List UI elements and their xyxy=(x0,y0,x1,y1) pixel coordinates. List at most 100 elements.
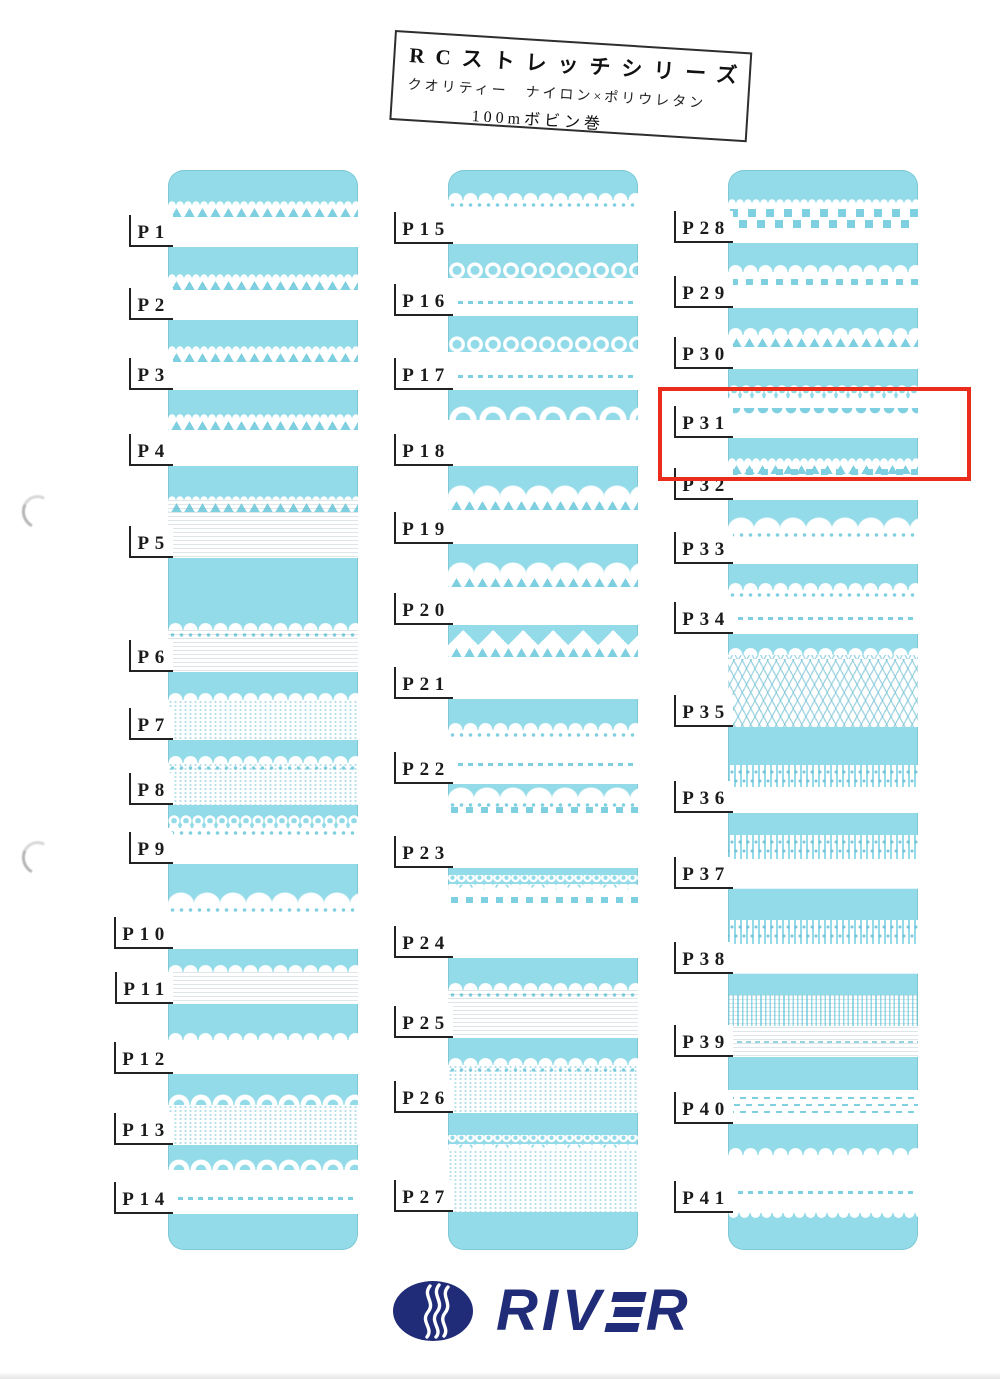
sample-label-text: P23 xyxy=(402,843,450,865)
sample-label-p6: P6 xyxy=(129,640,173,672)
header-box: RCストレッチシリーズ クオリティー ナイロン×ポリウレタン 100mボビン巻 xyxy=(389,30,753,143)
lace-fill-pattern xyxy=(168,418,358,466)
sample-label-p26: P26 xyxy=(394,1081,453,1113)
sample-label-p13: P13 xyxy=(114,1113,173,1145)
sample-label-p5: P5 xyxy=(129,526,173,558)
sample-label-text: P28 xyxy=(682,218,730,240)
sample-label-text: P7 xyxy=(137,715,170,737)
lace-sample-p36 xyxy=(728,765,918,813)
lace-fill-pattern xyxy=(448,800,638,868)
sample-label-p38: P38 xyxy=(674,942,733,974)
lace-sample-p10 xyxy=(168,891,358,949)
sample-label-p30: P30 xyxy=(674,337,733,369)
sample-label-p34: P34 xyxy=(674,602,733,634)
sample-label-p29: P29 xyxy=(674,276,733,308)
sample-label-text: P38 xyxy=(682,949,730,971)
sample-panel-1: P1 P2 P3 P4 P5 P6 P7 P8 P9 P10 P11 P12 P13 P14 xyxy=(114,170,358,1250)
lace-sample-p25 xyxy=(448,980,638,1038)
lace-fill-pattern xyxy=(448,890,638,958)
sample-label-text: P31 xyxy=(682,413,730,435)
sample-label-text: P8 xyxy=(137,780,170,802)
lace-sample-p9 xyxy=(168,815,358,864)
lace-fill-pattern xyxy=(728,1155,918,1213)
lace-sample-p15 xyxy=(448,190,638,244)
lace-sample-p5 xyxy=(168,494,358,558)
sample-label-p11: P11 xyxy=(115,972,173,1004)
lace-fill-pattern xyxy=(448,990,638,1038)
lace-sample-p40 xyxy=(728,1090,918,1124)
lace-fill-pattern xyxy=(448,730,638,784)
sample-label-text: P3 xyxy=(137,365,170,387)
lace-sample-p23 xyxy=(448,786,638,868)
sample-label-p25: P25 xyxy=(394,1006,453,1038)
lace-sample-p41 xyxy=(728,1145,918,1221)
sample-label-p31: P31 xyxy=(674,406,733,438)
sample-label-p37: P37 xyxy=(674,857,733,889)
lace-sample-p22 xyxy=(448,720,638,784)
sample-label-text: P34 xyxy=(682,609,730,631)
lace-sample-p33 xyxy=(728,516,918,564)
lace-fill-pattern xyxy=(168,350,358,390)
sample-label-p14: P14 xyxy=(114,1182,173,1214)
lace-fill-pattern xyxy=(168,700,358,740)
lace-fill-pattern xyxy=(168,763,358,805)
lace-sample-p35 xyxy=(728,645,918,727)
sample-label-p7: P7 xyxy=(129,708,173,740)
sample-label-text: P27 xyxy=(402,1187,450,1209)
lace-sample-p21 xyxy=(448,630,638,699)
lace-fill-pattern xyxy=(168,1105,358,1145)
river-logo-text: R I V E R xyxy=(496,1282,692,1340)
sample-label-p21: P21 xyxy=(394,667,453,699)
lace-fill-pattern xyxy=(448,1150,638,1212)
sample-label-p19: P19 xyxy=(394,512,453,544)
sample-label-text: P33 xyxy=(682,539,730,561)
river-logo-mark-icon xyxy=(393,1281,473,1341)
sample-label-p27: P27 xyxy=(394,1180,453,1212)
sample-label-text: P19 xyxy=(402,519,450,541)
lace-sample-p18 xyxy=(448,400,638,466)
lace-sample-p2 xyxy=(168,272,358,320)
sample-label-p20: P20 xyxy=(394,593,453,625)
lace-sample-p38 xyxy=(728,920,918,974)
lace-fill-pattern xyxy=(168,278,358,320)
lace-fill-pattern xyxy=(728,590,918,634)
sample-label-text: P18 xyxy=(402,441,450,463)
sample-label-text: P36 xyxy=(682,788,730,810)
lace-fill-pattern xyxy=(448,800,638,868)
sample-label-p23: P23 xyxy=(394,836,453,868)
lace-sample-p14 xyxy=(168,1155,358,1214)
lace-fill-pattern xyxy=(168,630,358,672)
sample-label-p28: P28 xyxy=(674,211,733,243)
lace-fill-pattern xyxy=(728,995,918,1057)
lace-sample-p34 xyxy=(728,580,918,634)
sample-label-p33: P33 xyxy=(674,532,733,564)
logo-letter: V xyxy=(562,1278,605,1343)
lace-fill-pattern xyxy=(448,730,638,784)
lace-fill-pattern xyxy=(448,1065,638,1113)
sample-label-text: P35 xyxy=(682,702,730,724)
sample-label-p17: P17 xyxy=(394,358,453,390)
sample-label-text: P22 xyxy=(402,759,450,781)
lace-sample-p1 xyxy=(168,199,358,247)
sample-label-text: P12 xyxy=(122,1049,170,1071)
lace-sample-p27 xyxy=(448,1135,638,1212)
sample-label-text: P9 xyxy=(137,839,170,861)
lace-sample-p37 xyxy=(728,835,918,889)
lace-fill-pattern xyxy=(448,645,638,699)
sample-panel-2: P15 P16 P17 P18 P19 P20 P21 P22 P23 P24 P25 P26 P27 xyxy=(394,170,638,1250)
lace-sample-p7 xyxy=(168,690,358,740)
lace-fill-pattern xyxy=(728,530,918,564)
sample-label-p3: P3 xyxy=(129,358,173,390)
sample-label-text: P2 xyxy=(137,295,170,317)
sample-label-text: P6 xyxy=(137,647,170,669)
lace-fill-pattern xyxy=(448,575,638,625)
lace-fill-pattern xyxy=(448,352,638,390)
binder-hole-bottom xyxy=(17,836,59,880)
lace-fill-pattern xyxy=(168,500,358,558)
sample-label-text: P37 xyxy=(682,864,730,886)
sample-label-text: P11 xyxy=(123,979,170,1001)
sample-label-text: P4 xyxy=(137,441,170,463)
lace-fill-pattern xyxy=(728,335,918,369)
sample-label-p24: P24 xyxy=(394,926,453,958)
sample-label-p9: P9 xyxy=(129,832,173,864)
